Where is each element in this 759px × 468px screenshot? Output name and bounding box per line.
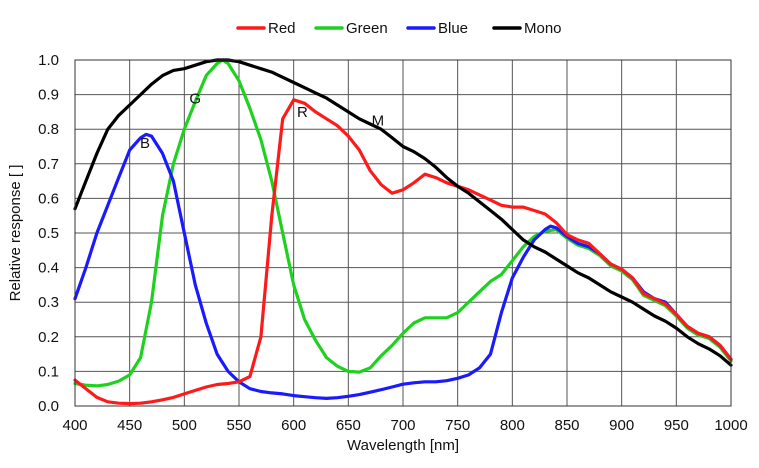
series-annotation: G bbox=[189, 90, 201, 107]
y-tick-label: 0.7 bbox=[38, 156, 59, 173]
y-tick-label: 1.0 bbox=[38, 52, 59, 69]
x-tick-label: 600 bbox=[281, 417, 306, 434]
y-axis-label: Relative response [ ] bbox=[7, 165, 24, 302]
series-line-green bbox=[73, 58, 733, 388]
series-line-mono bbox=[73, 58, 733, 367]
series-line-red bbox=[73, 98, 733, 406]
legend-item-mono: Mono bbox=[492, 20, 562, 37]
y-tick-label: 0.3 bbox=[38, 294, 59, 311]
y-axis-ticks: 0.0 0.1 0.2 0.3 0.4 0.5 0.6 0.7 0.8 0.9 1.0 bbox=[38, 52, 59, 415]
legend-label: Mono bbox=[524, 20, 562, 37]
x-tick-label: 850 bbox=[554, 417, 579, 434]
x-tick-label: 900 bbox=[609, 417, 634, 434]
annotations: R G B M bbox=[140, 90, 384, 152]
x-tick-label: 400 bbox=[62, 417, 87, 434]
x-tick-label: 500 bbox=[172, 417, 197, 434]
plot-frame bbox=[74, 59, 732, 407]
x-axis-ticks: 400 450 500 550 600 650 700 750 800 850 900 950 1000 bbox=[62, 417, 747, 434]
y-tick-label: 0.1 bbox=[38, 363, 59, 380]
legend-item-red: Red bbox=[236, 20, 296, 37]
x-tick-label: 1000 bbox=[714, 417, 747, 434]
x-tick-label: 950 bbox=[664, 417, 689, 434]
y-tick-label: 0.8 bbox=[38, 121, 59, 138]
legend-label: Blue bbox=[438, 20, 468, 37]
x-tick-label: 550 bbox=[226, 417, 251, 434]
legend-label: Green bbox=[346, 20, 388, 37]
x-axis-label: Wavelength [nm] bbox=[347, 437, 459, 454]
series-annotation: B bbox=[140, 135, 150, 152]
legend-item-blue: Blue bbox=[406, 20, 468, 37]
grid bbox=[74, 59, 732, 407]
x-tick-label: 450 bbox=[117, 417, 142, 434]
legend-label: Red bbox=[268, 20, 296, 37]
series-annotation: R bbox=[297, 104, 308, 121]
y-tick-label: 0.6 bbox=[38, 190, 59, 207]
x-tick-label: 700 bbox=[390, 417, 415, 434]
x-tick-label: 750 bbox=[445, 417, 470, 434]
y-tick-label: 0.9 bbox=[38, 87, 59, 104]
y-tick-label: 0.0 bbox=[38, 398, 59, 415]
y-tick-label: 0.5 bbox=[38, 225, 59, 242]
legend: Red Green Blue Mono bbox=[236, 20, 562, 37]
x-tick-label: 800 bbox=[500, 417, 525, 434]
x-tick-label: 650 bbox=[336, 417, 361, 434]
y-tick-label: 0.2 bbox=[38, 329, 59, 346]
legend-item-green: Green bbox=[314, 20, 388, 37]
series-layer bbox=[73, 58, 733, 406]
series-annotation: M bbox=[372, 113, 385, 130]
y-tick-label: 0.4 bbox=[38, 260, 59, 277]
